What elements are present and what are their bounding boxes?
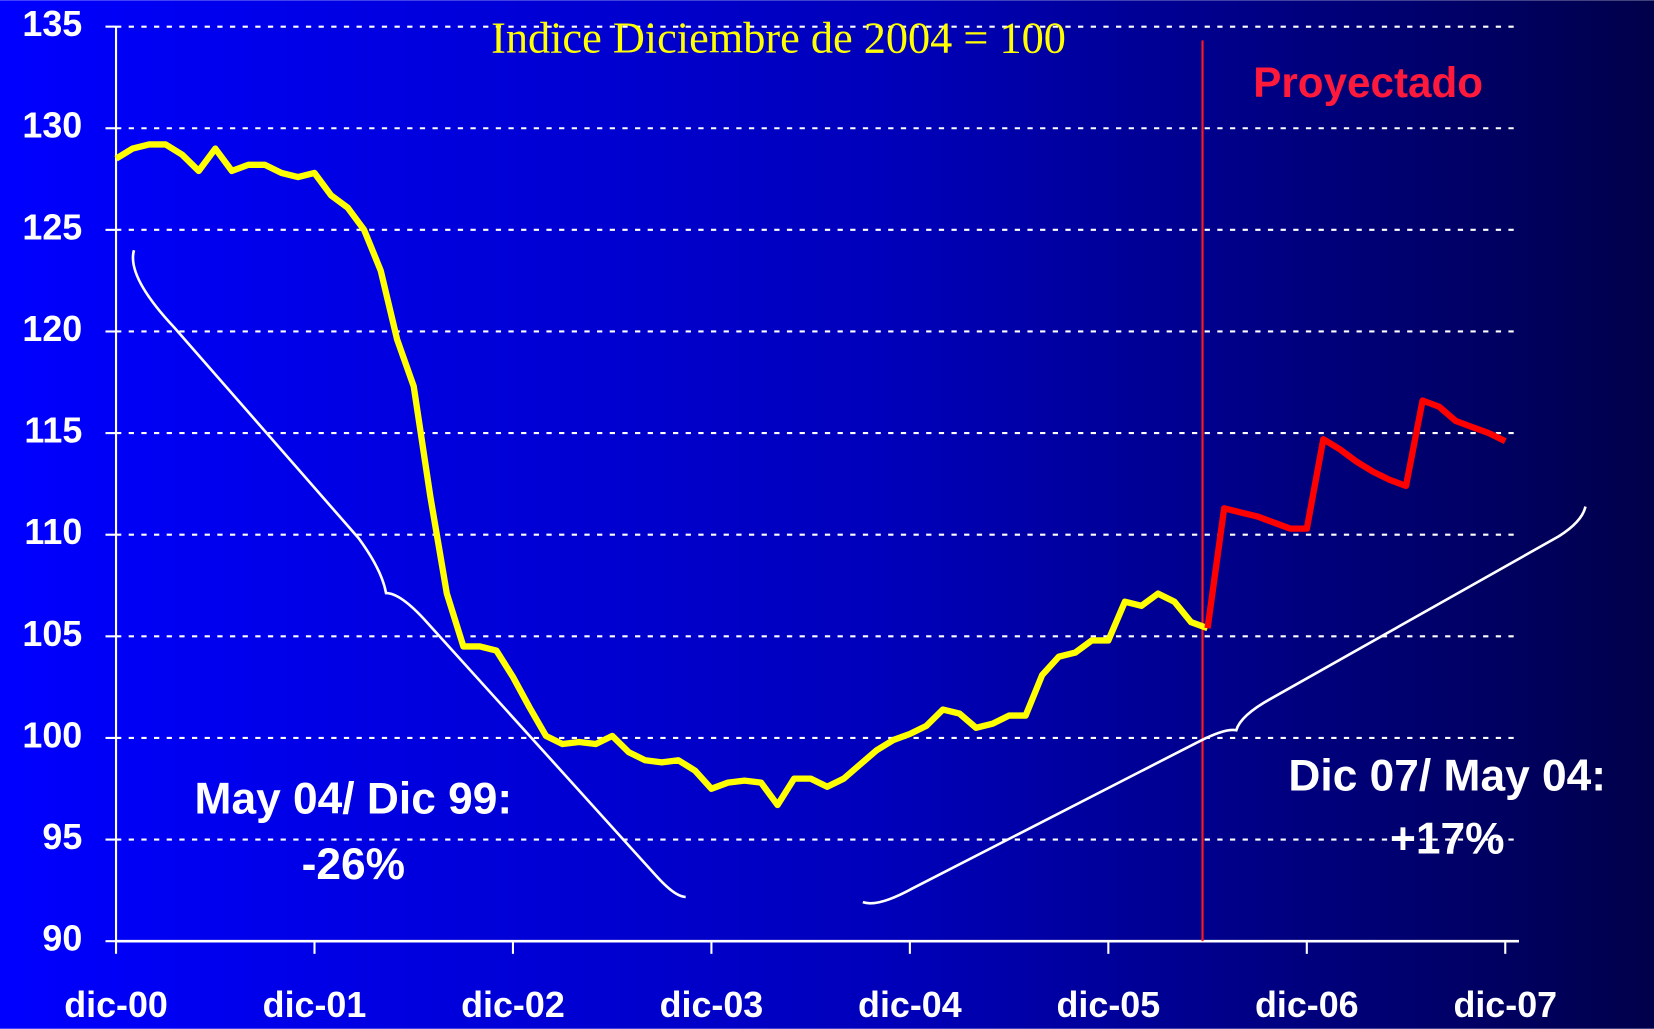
annotation: -26% (302, 840, 405, 889)
y-tick-label: 110 (24, 512, 82, 552)
x-tick-label: dic-00 (64, 985, 168, 1025)
x-tick-label: dic-06 (1255, 985, 1359, 1025)
x-tick-label: dic-02 (461, 985, 565, 1025)
y-tick-label: 115 (24, 411, 82, 451)
annotation: Dic 07/ May 04: (1288, 751, 1606, 800)
x-tick-label: dic-05 (1057, 985, 1161, 1025)
annotation: May 04/ Dic 99: (195, 775, 513, 824)
y-tick-label: 120 (22, 309, 82, 349)
y-tick-label: 90 (42, 919, 82, 959)
y-tick-label: 125 (22, 207, 82, 247)
brace-left (131, 249, 686, 899)
brace-right (862, 506, 1587, 905)
annotation: Proyectado (1253, 59, 1483, 106)
chart-title: Indice Diciembre de 2004 = 100 (491, 14, 1066, 63)
x-tick-label: dic-03 (660, 985, 764, 1025)
y-tick-label: 135 (22, 4, 82, 44)
y-tick-label: 95 (42, 817, 82, 857)
y-tick-label: 105 (22, 614, 82, 654)
x-tick-label: dic-07 (1453, 985, 1557, 1025)
series-line (1204, 397, 1507, 629)
y-tick-label: 100 (22, 715, 82, 755)
grid (105, 25, 1519, 954)
lines (114, 141, 1507, 809)
y-tick-label: 130 (22, 106, 82, 146)
x-tick-label: dic-04 (858, 985, 962, 1025)
x-tick-label: dic-01 (263, 985, 367, 1025)
series-line (114, 141, 1209, 809)
annotation: +17% (1390, 815, 1505, 864)
